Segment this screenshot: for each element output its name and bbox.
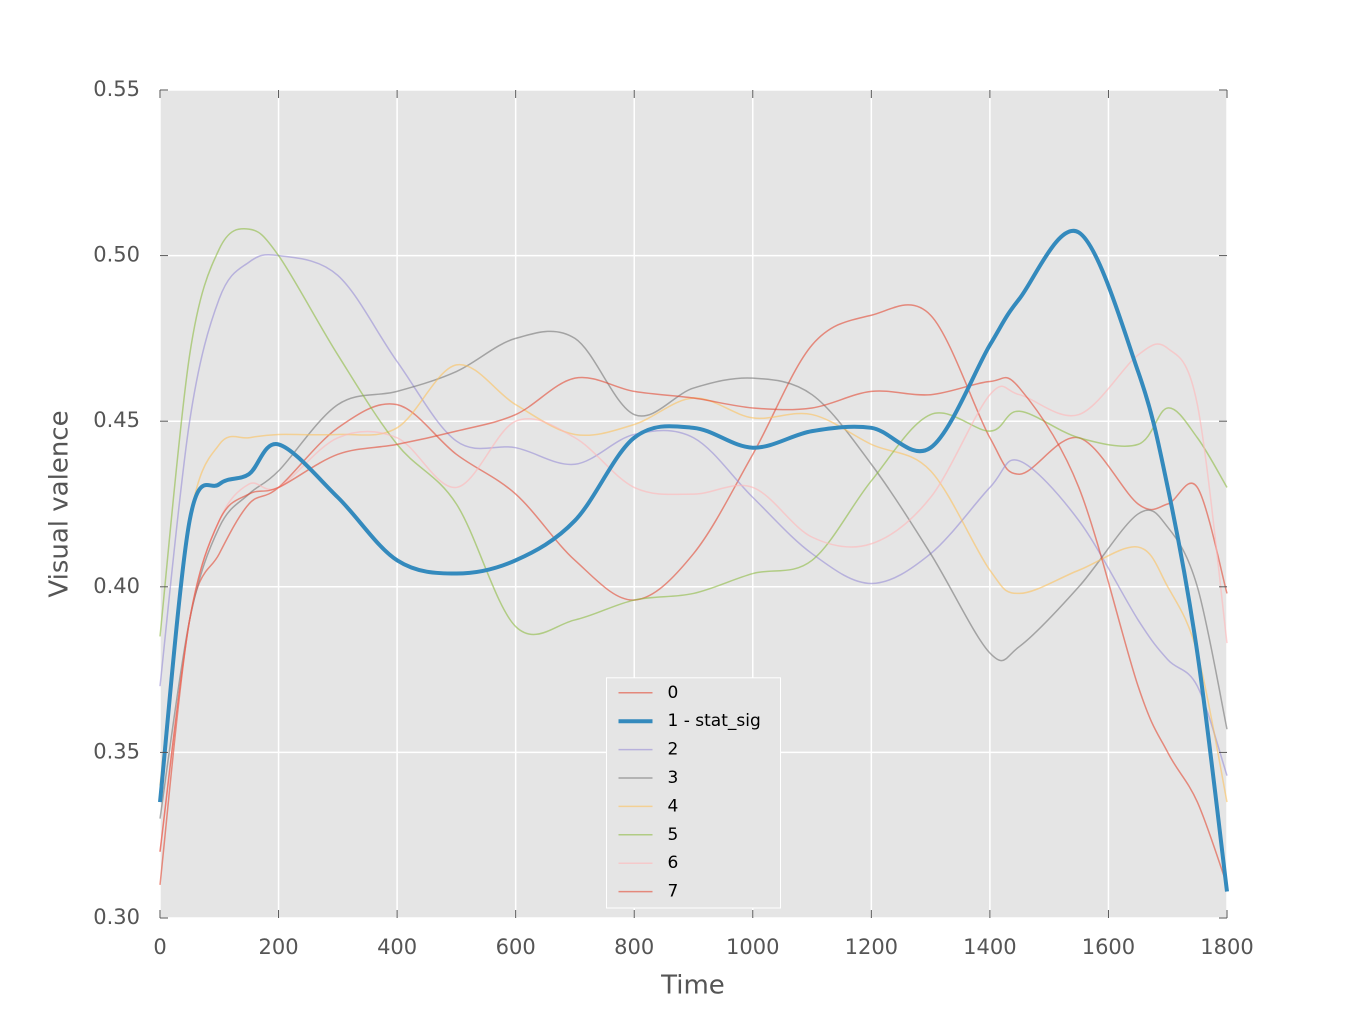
x-tick-label: 1800 — [1200, 935, 1253, 959]
x-tick-label: 1600 — [1082, 935, 1135, 959]
line — [159, 330, 1228, 819]
x-tick-label: 0 — [153, 935, 166, 959]
legend-label: 4 — [668, 796, 679, 816]
legend-box — [606, 677, 781, 909]
x-tick-label: 800 — [614, 935, 654, 959]
legend-label: 0 — [668, 683, 679, 703]
line — [159, 376, 1228, 886]
x-tick-label: 200 — [259, 935, 299, 959]
x-tick-label: 600 — [496, 935, 536, 959]
legend-label: 2 — [668, 740, 679, 760]
line — [159, 253, 1228, 776]
legend-label: 1 - stat_sig — [668, 711, 761, 731]
y-tick-label: 0.50 — [93, 243, 140, 267]
legend-label: 3 — [668, 768, 679, 788]
x-tick-label: 1000 — [726, 935, 779, 959]
ticks: 0 200 400 600 800 1000 1200 1400 1600 1800 0.30 0.3… — [93, 77, 1253, 959]
grid — [159, 89, 1228, 919]
x-axis-label: Time — [660, 971, 725, 1001]
x-tick-label: 400 — [377, 935, 417, 959]
y-tick-label: 0.40 — [93, 574, 140, 598]
legend-label: 6 — [668, 853, 679, 873]
lines — [158, 228, 1229, 892]
y-tick-label: 0.45 — [93, 408, 140, 432]
x-tick-label: 1200 — [845, 935, 898, 959]
line — [158, 228, 1229, 892]
legend-label: 7 — [668, 882, 679, 902]
line — [159, 343, 1228, 852]
y-axis-label: Visual valence — [45, 410, 75, 597]
y-tick-label: 0.35 — [93, 739, 140, 763]
legend: 0 1 - stat_sig 2 3 4 5 6 7 — [606, 677, 781, 909]
y-tick-label: 0.30 — [93, 905, 140, 929]
line — [159, 228, 1228, 637]
y-tick-label: 0.55 — [93, 77, 140, 101]
legend-label: 5 — [668, 825, 679, 845]
x-tick-label: 1400 — [963, 935, 1016, 959]
